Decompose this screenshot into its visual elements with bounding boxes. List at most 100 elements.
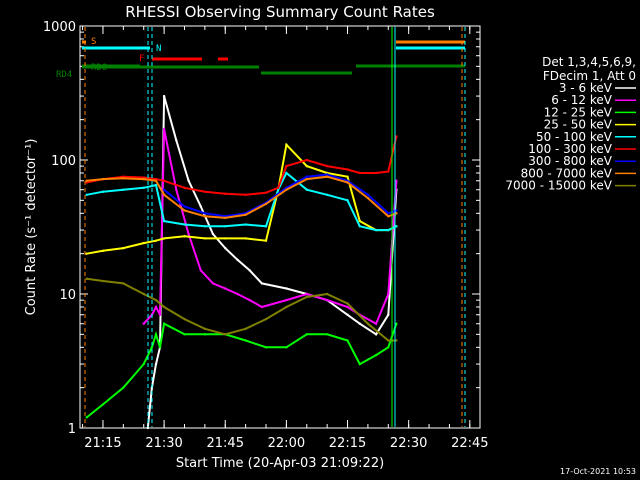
data-point: [244, 223, 247, 226]
data-point: [224, 287, 227, 290]
data-point: [146, 426, 149, 430]
data-point: [162, 237, 166, 240]
event-markers: [84, 27, 466, 427]
data-point: [142, 362, 145, 366]
legend-label-4: 50 - 100 keV: [536, 130, 613, 144]
data-point: [264, 317, 268, 321]
data-point: [162, 219, 166, 223]
data-point: [305, 188, 308, 191]
data-point: [366, 193, 370, 196]
legend-label-5: 100 - 300 keV: [528, 142, 612, 156]
data-point: [101, 190, 105, 193]
legend-label-7: 800 - 7000 keV: [521, 166, 613, 180]
data-point: [183, 223, 186, 226]
data-point: [236, 292, 239, 296]
data-point: [387, 212, 390, 215]
data-point: [325, 173, 329, 176]
data-point: [122, 177, 125, 180]
data-point: [203, 225, 207, 228]
data-point: [211, 282, 215, 285]
data-point: [285, 287, 288, 290]
data-point: [346, 199, 349, 202]
data-point: [162, 94, 166, 98]
data-point: [162, 322, 166, 325]
data-point: [203, 327, 207, 330]
data-point: [183, 317, 186, 321]
plot-frame: [79, 25, 481, 429]
data-point: [325, 333, 329, 336]
data-point: [85, 181, 88, 184]
data-point: [387, 170, 390, 173]
data-point: [236, 258, 239, 261]
legend-header-1: Det 1,3,4,5,6,9,: [542, 55, 636, 69]
axis-ticks: 21:15 21:30 21:45 22:00 22:15 22:30 22:45 1 10 10…: [43, 20, 489, 451]
data-point: [150, 346, 154, 349]
data-point: [154, 305, 158, 309]
data-point: [85, 416, 88, 419]
data-point: [305, 164, 308, 168]
data-point: [154, 333, 158, 336]
data-point: [374, 333, 378, 336]
legend: Det 1,3,4,5,6,9, FDecim 1, Att 0 3 - 6 k…: [505, 55, 636, 193]
series-line-3: [86, 142, 397, 255]
data-point: [374, 171, 378, 175]
data-point: [387, 215, 390, 218]
data-point: [224, 216, 227, 220]
flag-label-s: S: [91, 37, 96, 47]
data-point: [346, 168, 349, 171]
data-point: [142, 322, 145, 325]
data-point: [154, 298, 158, 302]
data-point: [374, 228, 378, 232]
data-point: [122, 188, 125, 191]
data-point: [285, 298, 288, 302]
legend-label-1: 6 - 12 keV: [551, 93, 613, 107]
data-point: [224, 237, 227, 240]
data-point: [358, 362, 361, 366]
series-line-7: [86, 175, 397, 219]
data-point: [248, 269, 251, 272]
data-point: [285, 188, 288, 191]
data-point: [224, 333, 227, 336]
legend-header-2: FDecim 1, Att 0: [543, 69, 636, 83]
data-point: [183, 234, 186, 238]
data-point: [374, 353, 378, 357]
y-axis-label: Count Rate (s⁻¹ detector⁻¹): [24, 139, 39, 316]
data-point: [142, 177, 145, 181]
legend-label-3: 25 - 50 keV: [544, 118, 613, 132]
data-point: [346, 175, 349, 178]
series-line-8: [86, 277, 397, 342]
series-line-5: [86, 136, 398, 196]
data-point: [346, 313, 349, 316]
data-point: [85, 179, 88, 182]
data-point: [101, 403, 105, 406]
data-point: [325, 298, 329, 302]
data-point: [305, 175, 308, 178]
data-point: [346, 305, 349, 309]
data-point: [154, 362, 158, 366]
data-point: [366, 322, 370, 325]
data-point: [285, 143, 288, 146]
data-point: [175, 188, 178, 191]
data-point: [187, 232, 190, 236]
data-point: [162, 188, 166, 191]
data-point: [264, 239, 268, 242]
data-point: [305, 333, 308, 336]
data-point: [244, 193, 247, 196]
data-point: [244, 339, 247, 342]
data-point: [122, 386, 125, 389]
data-point: [154, 179, 158, 182]
data-point: [162, 193, 166, 196]
data-point: [199, 205, 202, 208]
data-point: [122, 246, 125, 250]
legend-label-8: 7000 - 15000 keV: [505, 179, 612, 193]
data-point: [142, 186, 145, 190]
y-tick-label: 1000: [43, 20, 76, 35]
observing-flags: SNFRDORD4: [56, 37, 465, 80]
data-point: [277, 188, 280, 191]
data-point: [358, 219, 361, 223]
data-point: [199, 269, 202, 272]
data-point: [101, 177, 105, 181]
data-point: [305, 292, 308, 296]
data-point: [162, 179, 166, 182]
